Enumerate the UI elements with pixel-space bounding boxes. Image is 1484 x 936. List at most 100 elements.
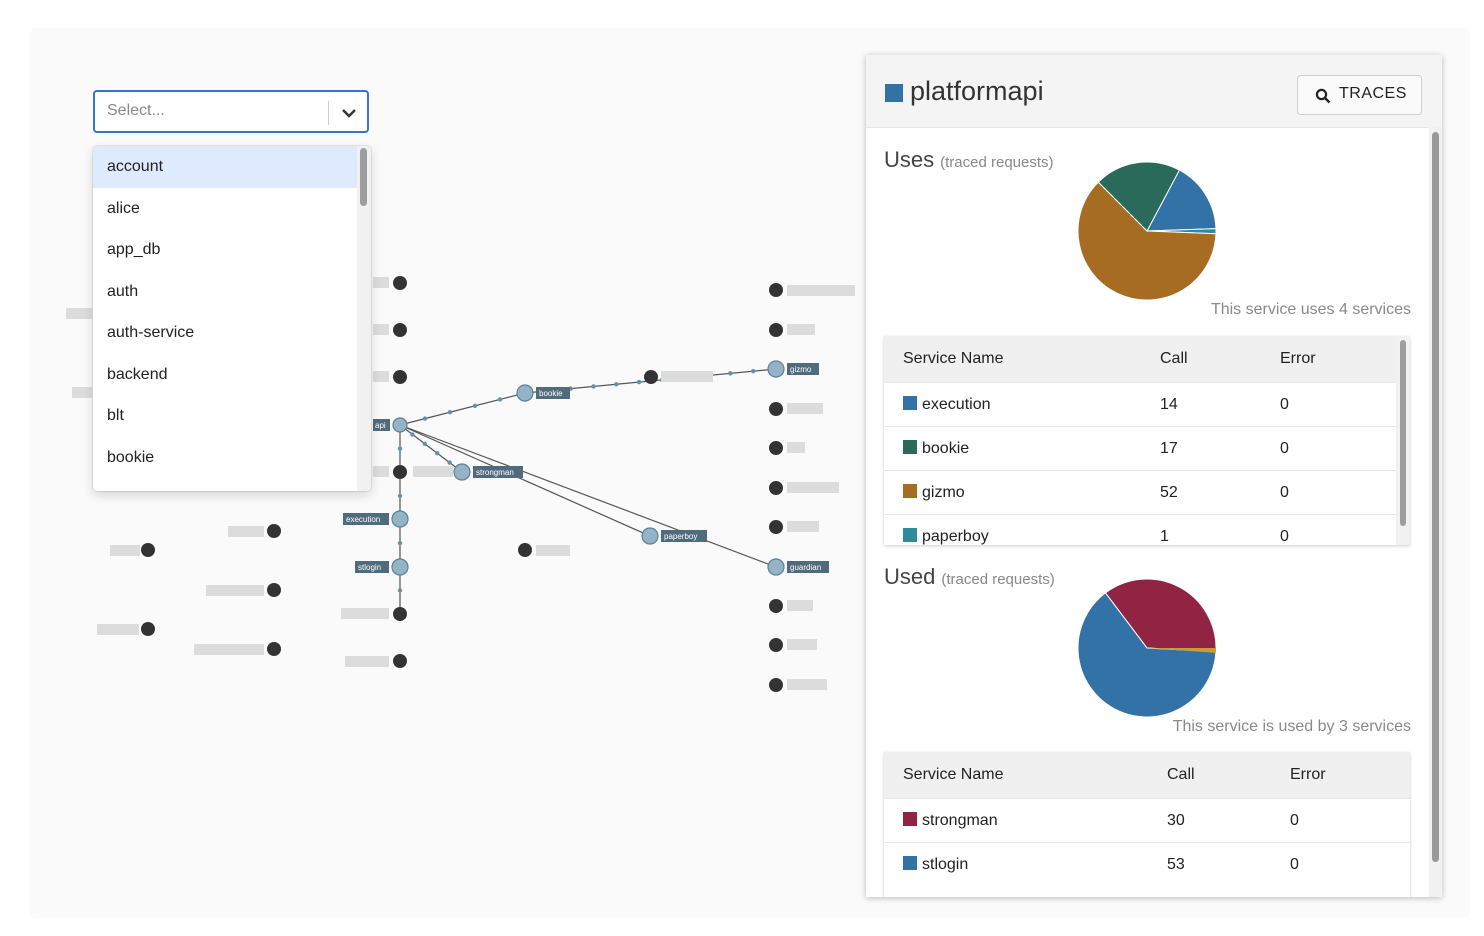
graph-node[interactable] bbox=[769, 441, 783, 455]
error-count-cell: 0 bbox=[1290, 811, 1299, 829]
graph-node-stlogin[interactable] bbox=[391, 558, 409, 576]
flow-dot bbox=[447, 410, 453, 415]
used-heading: Used (traced requests) bbox=[884, 564, 1055, 589]
call-count-cell: 17 bbox=[1160, 439, 1178, 457]
uses-table-scrollbar[interactable] bbox=[1396, 336, 1410, 545]
table-row[interactable]: execution 14 0 bbox=[884, 382, 1410, 426]
menu-scrollbar[interactable] bbox=[357, 146, 371, 491]
graph-node-execution[interactable] bbox=[391, 510, 409, 528]
select-option[interactable]: alice bbox=[107, 199, 140, 217]
graph-node[interactable] bbox=[141, 622, 155, 636]
error-count-cell: 0 bbox=[1280, 395, 1289, 413]
graph-label-bookie: bookie bbox=[539, 389, 563, 398]
graph-node-platformapi[interactable] bbox=[392, 417, 408, 433]
graph-node[interactable] bbox=[769, 481, 783, 495]
graph-node[interactable] bbox=[393, 323, 407, 337]
graph-node[interactable] bbox=[769, 323, 783, 337]
service-graph[interactable]: api bookie gizmo strongman execution stl… bbox=[30, 28, 1470, 918]
pie-slice-execution bbox=[1146, 169, 1217, 232]
flow-dot bbox=[728, 371, 733, 376]
service-title: platformapi bbox=[910, 76, 1044, 106]
service-select[interactable]: Select... bbox=[93, 90, 369, 133]
used-table-header: Service Name Call Error bbox=[884, 752, 1410, 798]
graph-node[interactable] bbox=[393, 654, 407, 668]
graph-node[interactable] bbox=[769, 678, 783, 692]
graph-node[interactable] bbox=[393, 276, 407, 290]
table-row[interactable]: bookie 17 0 bbox=[884, 426, 1410, 470]
traces-label: TRACES bbox=[1339, 85, 1407, 102]
flow-dot bbox=[636, 379, 642, 385]
flow-dot bbox=[422, 441, 427, 446]
traces-button[interactable]: TRACES bbox=[1297, 75, 1422, 115]
select-option[interactable]: auth-service bbox=[107, 324, 195, 341]
select-option[interactable]: bookie bbox=[107, 448, 155, 466]
graph-node[interactable] bbox=[518, 543, 532, 557]
flow-dot bbox=[397, 493, 403, 499]
graph-node-gizmo[interactable] bbox=[767, 360, 785, 378]
panel-scrollbar[interactable] bbox=[1429, 127, 1442, 897]
flow-dot bbox=[397, 588, 403, 593]
select-separator bbox=[328, 101, 329, 125]
graph-node[interactable] bbox=[267, 642, 281, 656]
graph-node[interactable] bbox=[141, 543, 155, 557]
graph-node[interactable] bbox=[393, 607, 407, 621]
graph-node[interactable] bbox=[267, 524, 281, 538]
used-table: Service Name Call Error strongman 30 0 stlo… bbox=[884, 752, 1410, 897]
service-name-cell: gizmo bbox=[903, 483, 965, 502]
uses-table-header: Service Name Call Error bbox=[884, 336, 1410, 382]
graph-label-paperboy: paperboy bbox=[664, 532, 697, 541]
graph-node[interactable] bbox=[393, 370, 407, 384]
select-option[interactable]: auth bbox=[107, 282, 139, 300]
flow-dot bbox=[591, 384, 596, 389]
table-row[interactable]: gizmo 52 0 bbox=[884, 470, 1410, 514]
pie-slice-gizmo bbox=[1077, 181, 1217, 301]
select-option[interactable]: backend bbox=[107, 365, 168, 383]
select-option[interactable]: app_db bbox=[107, 241, 161, 258]
table-row[interactable]: paperboy 1 0 bbox=[884, 514, 1410, 545]
graph-node[interactable] bbox=[769, 520, 783, 534]
service-name-cell: execution bbox=[903, 395, 991, 414]
graph-node[interactable] bbox=[644, 370, 658, 384]
used-note: This service is used by 3 services bbox=[1172, 718, 1411, 735]
panel-header: platformapi TRACES bbox=[866, 55, 1442, 128]
table-row[interactable]: strongman 30 0 bbox=[884, 798, 1410, 842]
flow-dot bbox=[410, 432, 415, 437]
graph-node[interactable] bbox=[769, 402, 783, 416]
graph-node-bookie[interactable] bbox=[516, 384, 534, 402]
call-count-cell: 14 bbox=[1160, 395, 1178, 413]
service-name-cell: stlogin bbox=[903, 855, 968, 874]
chevron-down-icon[interactable] bbox=[339, 105, 359, 121]
service-name-cell: strongman bbox=[903, 811, 998, 830]
uses-heading: Uses (traced requests) bbox=[884, 147, 1054, 172]
graph-node[interactable] bbox=[769, 283, 783, 297]
graph-label-platformapi: api bbox=[375, 421, 386, 430]
select-option[interactable]: account bbox=[93, 146, 357, 188]
service-name-cell: bookie bbox=[903, 439, 969, 458]
graph-node[interactable] bbox=[267, 583, 281, 597]
service-color-swatch bbox=[903, 439, 917, 454]
flow-dot bbox=[497, 397, 503, 402]
search-icon bbox=[1315, 88, 1331, 104]
error-count-cell: 0 bbox=[1290, 855, 1299, 873]
graph-node-strongman[interactable] bbox=[453, 463, 471, 481]
uses-pie-chart bbox=[1077, 161, 1217, 301]
graph-node[interactable] bbox=[769, 638, 783, 652]
graph-label-gizmo: gizmo bbox=[790, 365, 812, 374]
graph-node-paperboy[interactable] bbox=[641, 527, 659, 545]
graph-label-strongman: strongman bbox=[476, 468, 514, 477]
graph-node[interactable] bbox=[769, 599, 783, 613]
flow-dot bbox=[422, 416, 428, 421]
table-row[interactable]: stlogin 53 0 bbox=[884, 842, 1410, 886]
error-count-cell: 0 bbox=[1280, 527, 1289, 545]
select-placeholder[interactable]: Select... bbox=[107, 102, 165, 119]
graph-node[interactable] bbox=[393, 465, 407, 479]
flow-dot bbox=[472, 403, 478, 408]
error-count-cell: 0 bbox=[1280, 439, 1289, 457]
pie-slice-other bbox=[1147, 648, 1216, 653]
graph-node-guardian[interactable] bbox=[767, 558, 785, 576]
select-option[interactable]: blt bbox=[107, 407, 124, 424]
uses-table: Service Name Call Error execution 14 0 book… bbox=[884, 336, 1410, 545]
flow-dot bbox=[750, 368, 756, 374]
flow-dot bbox=[447, 460, 452, 465]
